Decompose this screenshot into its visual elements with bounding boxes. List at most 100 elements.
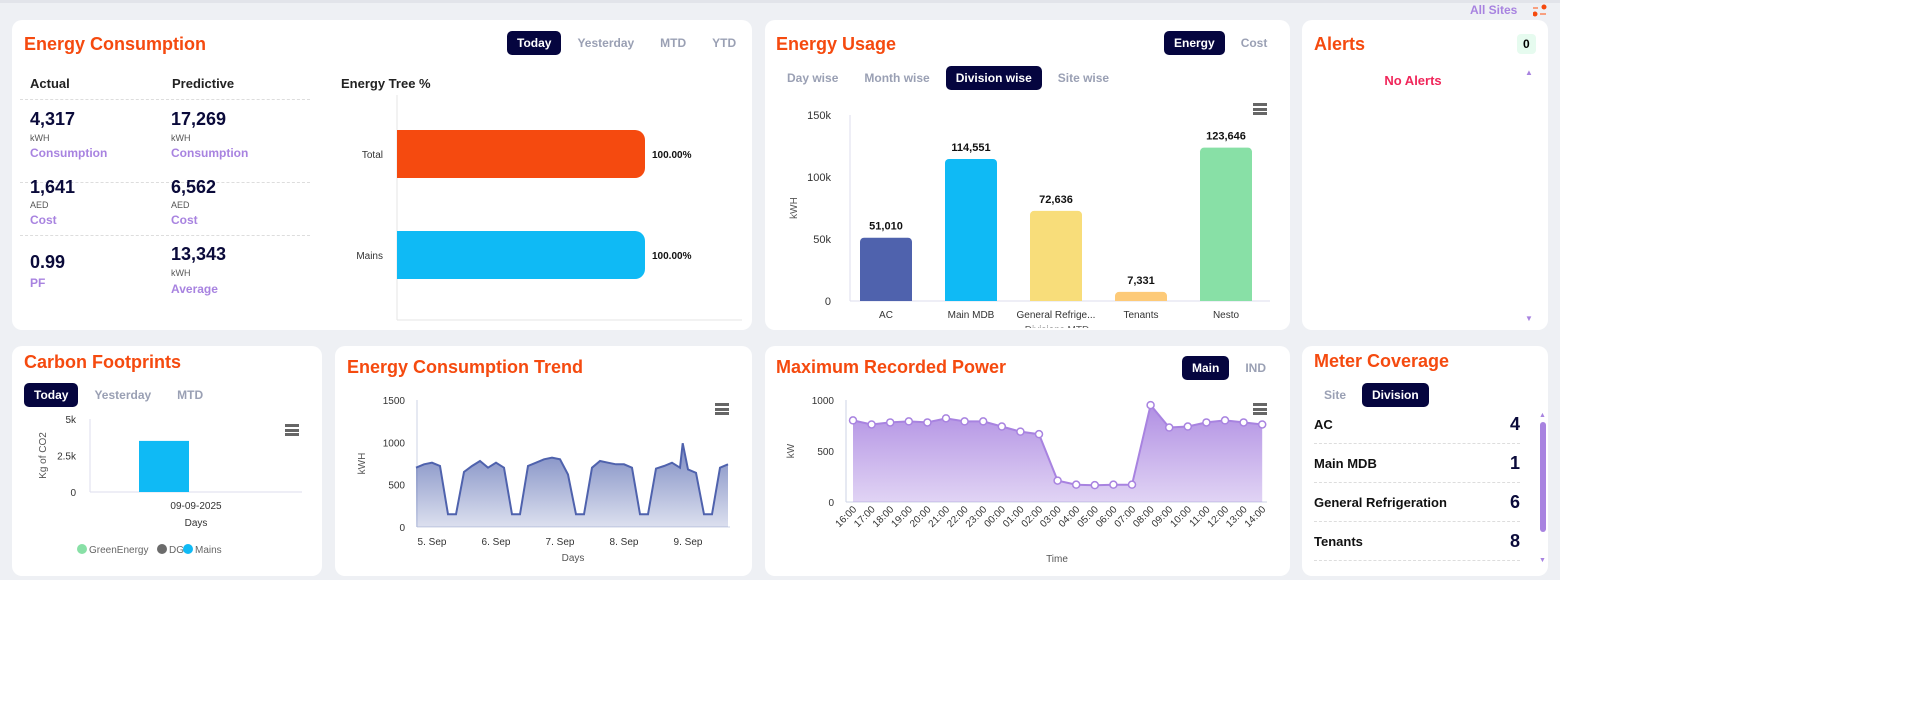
division-chart: 0 50k 100k 150k kWH 51,010 AC 114,551 Main MDB 72… xyxy=(789,110,1270,328)
y-tick: 100k xyxy=(807,172,831,184)
data-label: 7,331 xyxy=(1127,275,1155,287)
unit: kWH xyxy=(30,133,50,143)
tab-today[interactable]: Today xyxy=(24,383,79,407)
x-axis-label: Time xyxy=(1046,554,1068,565)
y-tick: 1000 xyxy=(383,438,406,449)
data-point xyxy=(904,417,914,426)
predictive-cost-value: 6,562 xyxy=(171,177,217,197)
coverage-row: AC 4 xyxy=(1314,405,1520,444)
carbon-chart: 0 2.5k 5k Kg of CO2 09-09-2025 Days GreenEnerg… xyxy=(38,415,302,556)
x-tick: 6. Sep xyxy=(482,537,511,548)
legend-marker xyxy=(77,544,87,554)
data-point xyxy=(923,418,932,427)
x-tick: 8. Sep xyxy=(610,537,639,548)
chart-menu-icon[interactable] xyxy=(285,424,299,436)
division-name: Main MDB xyxy=(1314,455,1377,471)
tab-today[interactable]: Today xyxy=(507,31,562,55)
tab-division-wise[interactable]: Division wise xyxy=(945,66,1042,90)
tab-day-wise[interactable]: Day wise xyxy=(787,71,839,85)
y-tick: 2.5k xyxy=(57,452,77,463)
scrollbar-thumb[interactable] xyxy=(1540,422,1546,532)
card-title: Maximum Recorded Power xyxy=(776,357,1007,377)
data-point xyxy=(1034,429,1044,439)
data-label: 100.00% xyxy=(652,150,692,161)
bar-mains xyxy=(397,231,645,279)
category-label: Tenants xyxy=(1123,310,1158,321)
metric-tabs: Energy Cost xyxy=(1164,31,1277,55)
metric-label: Cost xyxy=(30,213,57,227)
scroll-down-icon[interactable]: ▼ xyxy=(1525,314,1533,323)
bar-total xyxy=(397,130,645,178)
scroll-down-icon[interactable]: ▼ xyxy=(1539,557,1546,564)
tab-site[interactable]: Site xyxy=(1324,388,1347,402)
y-tick: 1500 xyxy=(383,396,406,407)
card-title: Carbon Footprints xyxy=(24,352,181,372)
y-axis-label: Kg of CO2 xyxy=(38,432,49,479)
card-title: Energy Consumption xyxy=(24,34,207,54)
tab-main[interactable]: Main xyxy=(1182,356,1230,380)
category-label: General Refrige... xyxy=(1017,310,1096,321)
x-tick: 9. Sep xyxy=(674,537,703,548)
tab-yesterday[interactable]: Yesterday xyxy=(94,388,152,402)
card-title: Energy Usage xyxy=(776,34,897,54)
tab-mtd[interactable]: MTD xyxy=(177,388,204,402)
y-axis-label: kWH xyxy=(789,197,800,219)
pf-value: 0.99 xyxy=(30,252,66,272)
data-point xyxy=(1239,418,1248,427)
chart-menu-icon[interactable] xyxy=(1253,103,1267,115)
division-name: Tenants xyxy=(1314,533,1363,549)
tab-month-wise[interactable]: Month wise xyxy=(864,71,930,85)
chart-menu-icon[interactable] xyxy=(715,403,729,415)
data-point xyxy=(1109,480,1118,489)
y-axis-label: kW xyxy=(786,443,797,458)
category-label: AC xyxy=(879,310,893,321)
y-tick: 0 xyxy=(399,523,405,534)
unit: AED xyxy=(30,200,49,210)
predictive-average-value: 13,343 xyxy=(171,244,227,264)
scroll-up-icon[interactable]: ▲ xyxy=(1525,68,1533,77)
trend-chart: 0 500 1000 1500 kWH 5. Sep 6. Sep 7. Sep 8. Sep 9… xyxy=(357,396,730,564)
scroll-up-icon[interactable]: ▲ xyxy=(1539,412,1546,419)
y-tick: 5k xyxy=(65,415,77,426)
carbon-footprints-card: Carbon Footprints Today Yesterday MTD 0 2.5… xyxy=(12,346,322,576)
all-sites-selector[interactable]: All Sites xyxy=(1470,3,1518,17)
y-tick: 150k xyxy=(807,110,831,122)
bar xyxy=(1030,210,1082,301)
energy-consumption-card: Energy Consumption Today Yesterday MTD YTD … xyxy=(12,20,752,330)
x-tick: 10:00 xyxy=(1168,504,1194,530)
tab-ind[interactable]: IND xyxy=(1245,361,1267,375)
data-point xyxy=(1220,416,1230,425)
meter-count: 6 xyxy=(1509,491,1520,512)
tab-site-wise[interactable]: Site wise xyxy=(1057,71,1110,85)
data-point xyxy=(1202,418,1211,427)
alerts-card: Alerts 0 No Alerts ▲ ▼ xyxy=(1302,20,1548,330)
tab-mtd[interactable]: MTD xyxy=(660,36,687,50)
y-tick: 0 xyxy=(70,488,76,499)
max-power-chart: 05001000kW16:0017:0018:0019:0020:0021:00… xyxy=(786,396,1269,565)
actual-consumption-value: 4,317 xyxy=(30,109,76,129)
data-point xyxy=(997,422,1007,431)
energy-usage-card: Energy Usage Energy Cost Day wise Month wi… xyxy=(765,20,1290,330)
tab-yesterday[interactable]: Yesterday xyxy=(577,36,635,50)
y-tick: 500 xyxy=(817,447,834,458)
metric-label: Consumption xyxy=(30,146,108,160)
data-point xyxy=(1127,480,1137,489)
bar xyxy=(1200,147,1252,301)
tab-cost[interactable]: Cost xyxy=(1240,36,1268,50)
tab-energy[interactable]: Energy xyxy=(1164,31,1225,55)
coverage-tabs: Site Division xyxy=(1314,383,1429,407)
data-point xyxy=(960,417,969,426)
alert-count-badge: 0 xyxy=(1517,34,1536,54)
filter-icon[interactable] xyxy=(1533,4,1549,18)
unit: kWH xyxy=(171,133,191,143)
data-point xyxy=(1053,476,1062,485)
tab-division[interactable]: Division xyxy=(1362,383,1429,407)
chart-menu-icon[interactable] xyxy=(1253,403,1267,415)
data-point xyxy=(1146,400,1155,410)
division-name: General Refrigeration xyxy=(1314,494,1447,510)
y-tick: 1000 xyxy=(812,396,835,407)
x-tick: 7. Sep xyxy=(546,537,575,548)
tab-ytd[interactable]: YTD xyxy=(712,36,737,50)
bar xyxy=(860,237,912,301)
actual-cost-value: 1,641 xyxy=(30,177,76,197)
